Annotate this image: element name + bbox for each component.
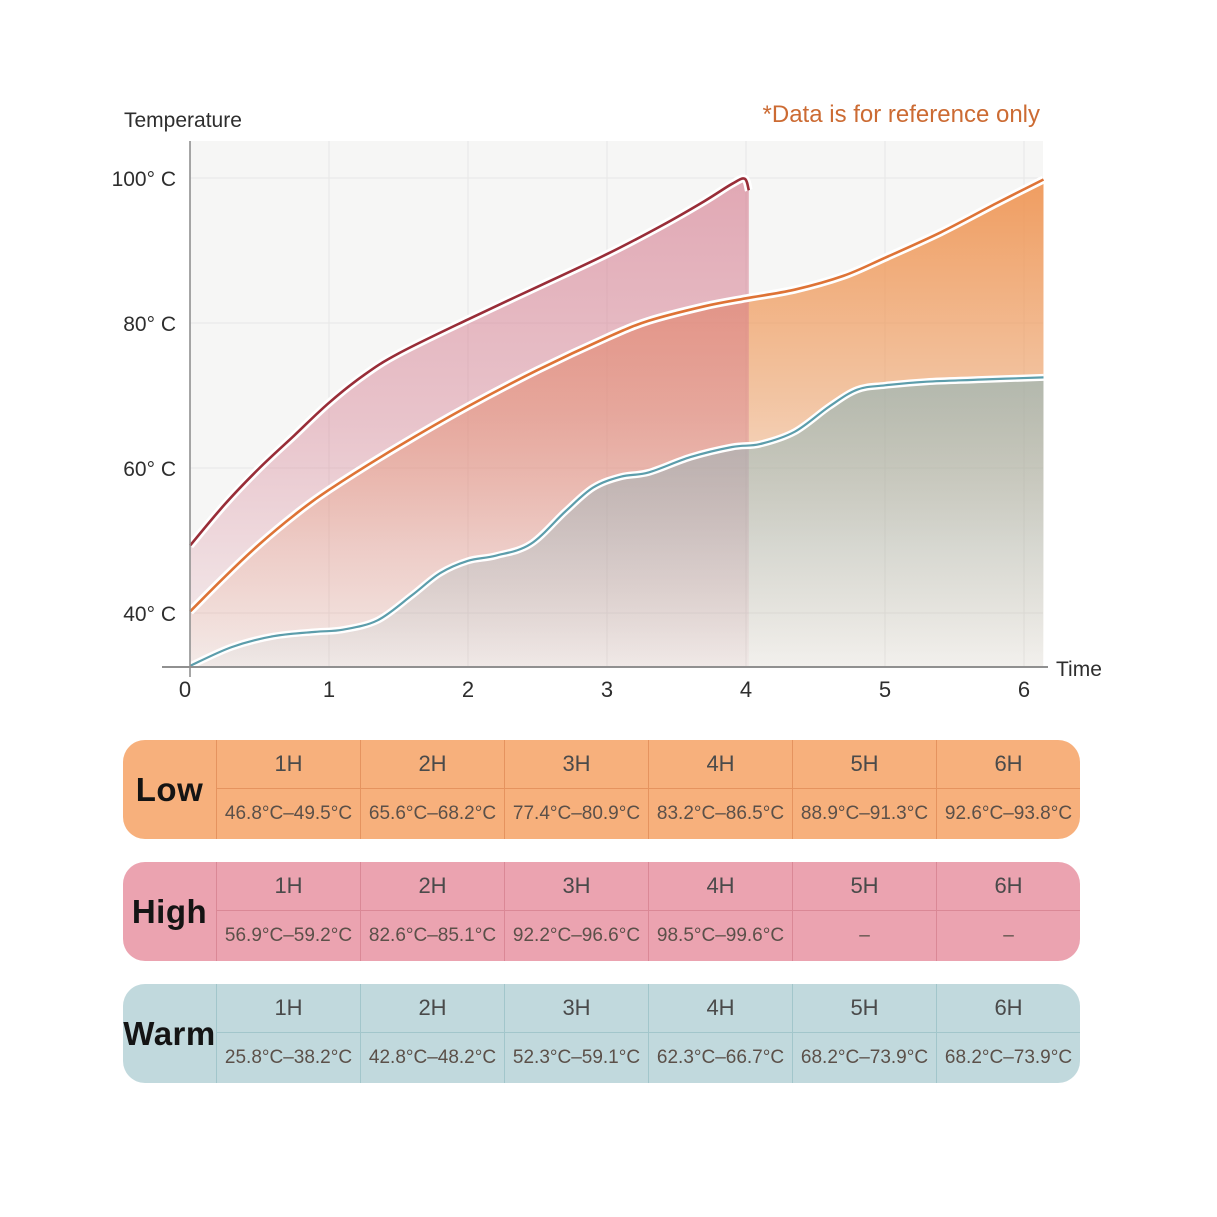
table-low-value: 65.6°C–68.2°C (360, 789, 504, 839)
y-tick-labels: 100° C 80° C 60° C 40° C (112, 168, 176, 626)
series-line-warm (189, 376, 1044, 667)
table-warm-hour: 1H (216, 984, 360, 1033)
svg-text:40° C: 40° C (123, 603, 176, 626)
table-high-hour: 6H (936, 862, 1080, 911)
table-low-hour: 3H (504, 740, 648, 789)
table-low-hour: 6H (936, 740, 1080, 789)
table-high: High 1H 2H 3H 4H 5H 6H 56.9°C–59.2°C 82.… (123, 862, 1080, 961)
table-high-value: 98.5°C–99.6°C (648, 911, 792, 961)
svg-text:3: 3 (601, 677, 613, 702)
table-low-value: 77.4°C–80.9°C (504, 789, 648, 839)
table-low-value: 88.9°C–91.3°C (792, 789, 936, 839)
table-high-value: – (792, 911, 936, 961)
table-high-hour: 1H (216, 862, 360, 911)
table-warm-hour: 3H (504, 984, 648, 1033)
svg-text:2: 2 (462, 677, 474, 702)
table-low-value: 83.2°C–86.5°C (648, 789, 792, 839)
table-warm-hour: 4H (648, 984, 792, 1033)
svg-text:4: 4 (740, 677, 752, 702)
svg-text:80° C: 80° C (123, 313, 176, 336)
svg-text:0: 0 (179, 677, 191, 702)
svg-text:1: 1 (323, 677, 335, 702)
table-high-value: – (936, 911, 1080, 961)
table-warm-hour: 6H (936, 984, 1080, 1033)
x-tick-labels: 0 1 2 3 4 5 6 (179, 677, 1030, 702)
table-warm-value: 25.8°C–38.2°C (216, 1033, 360, 1083)
svg-text:6: 6 (1018, 677, 1030, 702)
table-low-label: Low (135, 770, 204, 808)
table-low: Low 1H 2H 3H 4H 5H 6H 46.8°C–49.5°C 65.6… (123, 740, 1080, 839)
table-warm-value: 42.8°C–48.2°C (360, 1033, 504, 1083)
axes (162, 141, 1048, 677)
table-high-hour: 4H (648, 862, 792, 911)
table-high-hour: 3H (504, 862, 648, 911)
table-warm-value: 68.2°C–73.9°C (792, 1033, 936, 1083)
table-high-label: High (131, 892, 208, 930)
temperature-chart: Temperature *Data is for reference only … (112, 101, 1102, 702)
table-high-hour: 5H (792, 862, 936, 911)
series-line-low (189, 178, 1045, 613)
svg-text:5: 5 (879, 677, 891, 702)
svg-text:100° C: 100° C (112, 168, 176, 191)
y-axis-title: Temperature (124, 109, 242, 132)
table-high-value: 82.6°C–85.1°C (360, 911, 504, 961)
table-low-hour: 4H (648, 740, 792, 789)
table-warm: Warm 1H 2H 3H 4H 5H 6H 25.8°C–38.2°C 42.… (123, 984, 1080, 1083)
x-axis-title: Time (1056, 658, 1102, 681)
table-low-hour: 5H (792, 740, 936, 789)
table-high-value: 56.9°C–59.2°C (216, 911, 360, 961)
table-warm-value: 52.3°C–59.1°C (504, 1033, 648, 1083)
chart-svg: Temperature *Data is for reference only … (112, 101, 1102, 702)
svg-text:60° C: 60° C (123, 458, 176, 481)
table-high-value: 92.2°C–96.6°C (504, 911, 648, 961)
table-warm-hour: 2H (360, 984, 504, 1033)
series-line-high (189, 177, 751, 547)
table-warm-value: 68.2°C–73.9°C (936, 1033, 1080, 1083)
table-low-value: 92.6°C–93.8°C (936, 789, 1080, 839)
table-warm-label: Warm (123, 1014, 216, 1052)
table-high-hour: 2H (360, 862, 504, 911)
temperature-tables: Low 1H 2H 3H 4H 5H 6H 46.8°C–49.5°C 65.6… (123, 740, 1080, 1083)
table-low-hour: 1H (216, 740, 360, 789)
table-warm-value: 62.3°C–66.7°C (648, 1033, 792, 1083)
area-fill-warm (190, 377, 1044, 667)
table-low-hour: 2H (360, 740, 504, 789)
table-low-value: 46.8°C–49.5°C (216, 789, 360, 839)
reference-note: *Data is for reference only (763, 101, 1040, 128)
table-warm-hour: 5H (792, 984, 936, 1033)
